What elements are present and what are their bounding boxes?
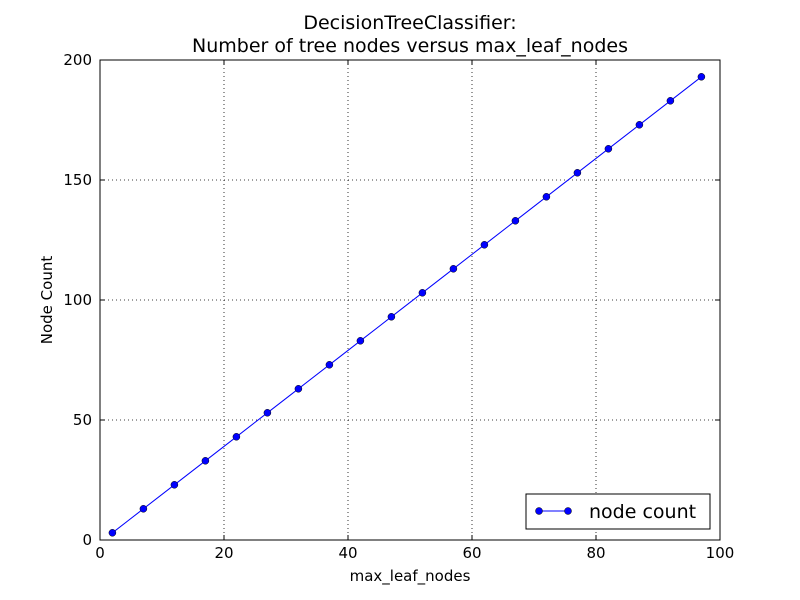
x-tick-label: 80 bbox=[586, 544, 605, 562]
data-point bbox=[511, 217, 520, 225]
data-point bbox=[139, 505, 148, 513]
y-tick-label: 100 bbox=[63, 291, 92, 309]
legend-label: node count bbox=[589, 501, 696, 523]
data-point bbox=[573, 169, 582, 177]
x-axis-label: max_leaf_nodes bbox=[350, 567, 471, 586]
data-point bbox=[263, 409, 272, 417]
y-tick-label: 0 bbox=[82, 531, 92, 549]
chart-title-line-1: DecisionTreeClassifier: bbox=[303, 12, 516, 34]
data-point bbox=[201, 457, 210, 465]
data-point bbox=[697, 73, 706, 81]
y-tick-label: 200 bbox=[63, 51, 92, 69]
legend-marker-left bbox=[535, 507, 543, 515]
x-tick-label: 100 bbox=[706, 544, 735, 562]
series-line bbox=[112, 76, 702, 534]
chart-title-line-2: Number of tree nodes versus max_leaf_nod… bbox=[192, 35, 628, 57]
data-point bbox=[449, 265, 458, 273]
data-point bbox=[325, 361, 334, 369]
data-point bbox=[356, 337, 365, 345]
data-point bbox=[170, 481, 179, 489]
data-point bbox=[418, 289, 427, 297]
x-tick-label: 0 bbox=[95, 544, 105, 562]
x-tick-label: 60 bbox=[462, 544, 481, 562]
data-point bbox=[387, 313, 396, 321]
y-tick-label: 150 bbox=[63, 171, 92, 189]
data-point bbox=[666, 97, 675, 105]
x-tick-label: 40 bbox=[338, 544, 357, 562]
data-point bbox=[108, 529, 117, 537]
y-tick-label: 50 bbox=[73, 411, 92, 429]
grid bbox=[100, 60, 720, 540]
y-axis-label: Node Count bbox=[38, 256, 56, 345]
x-tick-label: 20 bbox=[214, 544, 233, 562]
data-point bbox=[635, 121, 644, 129]
data-point bbox=[294, 385, 303, 393]
legend-marker-right bbox=[564, 507, 572, 515]
data-point bbox=[542, 193, 551, 201]
data-point bbox=[480, 241, 489, 249]
axis-ticks: 0 20 40 60 80 100 0 50 100 150 200 bbox=[63, 51, 734, 562]
data-point bbox=[232, 433, 241, 441]
legend: node count bbox=[525, 493, 711, 530]
data-point bbox=[604, 145, 613, 153]
series-node-count bbox=[108, 73, 706, 537]
